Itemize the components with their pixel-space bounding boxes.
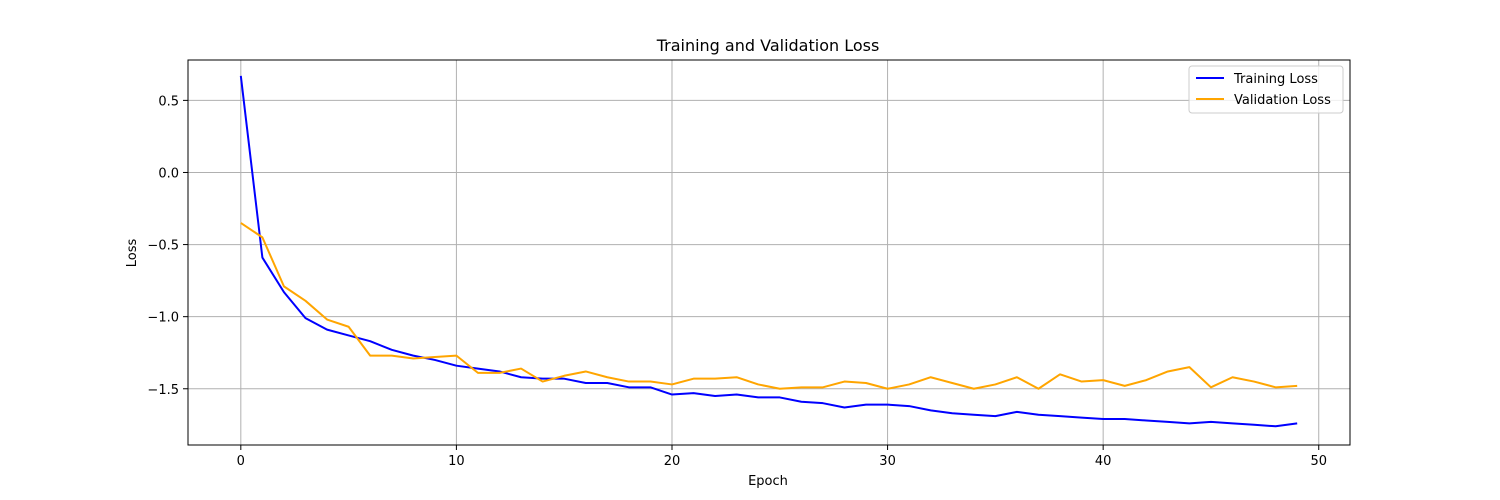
plot-frame <box>187 59 1351 446</box>
legend-label-validation-loss: Validation Loss <box>1234 93 1331 108</box>
x-tick-label: 50 <box>1310 454 1327 469</box>
x-tick-label: 10 <box>448 454 465 469</box>
y-tick-label: −0.5 <box>147 239 179 254</box>
x-tick-label: 20 <box>664 454 681 469</box>
x-tick-label: 30 <box>879 454 896 469</box>
legend-box <box>1188 65 1344 114</box>
y-tick-label: 0.5 <box>158 94 179 109</box>
series-layer <box>239 75 1298 428</box>
y-tick-label: 0.0 <box>158 166 179 181</box>
x-tick-label: 40 <box>1095 454 1112 469</box>
series-line-validation-loss <box>240 222 1298 390</box>
y-tick-label: −1.0 <box>147 311 179 326</box>
series-line-training-loss <box>239 75 1298 428</box>
chart-title: Training and Validation Loss <box>656 36 880 55</box>
legend-label-training-loss: Training Loss <box>1233 72 1318 87</box>
x-tick-label: 0 <box>237 454 245 469</box>
legend: Training Loss Validation Loss <box>1188 65 1344 114</box>
x-axis: 0 10 20 30 40 50 <box>237 445 1327 469</box>
x-axis-label: Epoch <box>748 474 788 489</box>
y-axis: 0.5 0.0 −0.5 −1.0 −1.5 <box>147 94 188 398</box>
grid <box>188 60 1350 445</box>
y-tick-label: −1.5 <box>147 383 179 398</box>
y-axis-label: Loss <box>125 239 140 268</box>
